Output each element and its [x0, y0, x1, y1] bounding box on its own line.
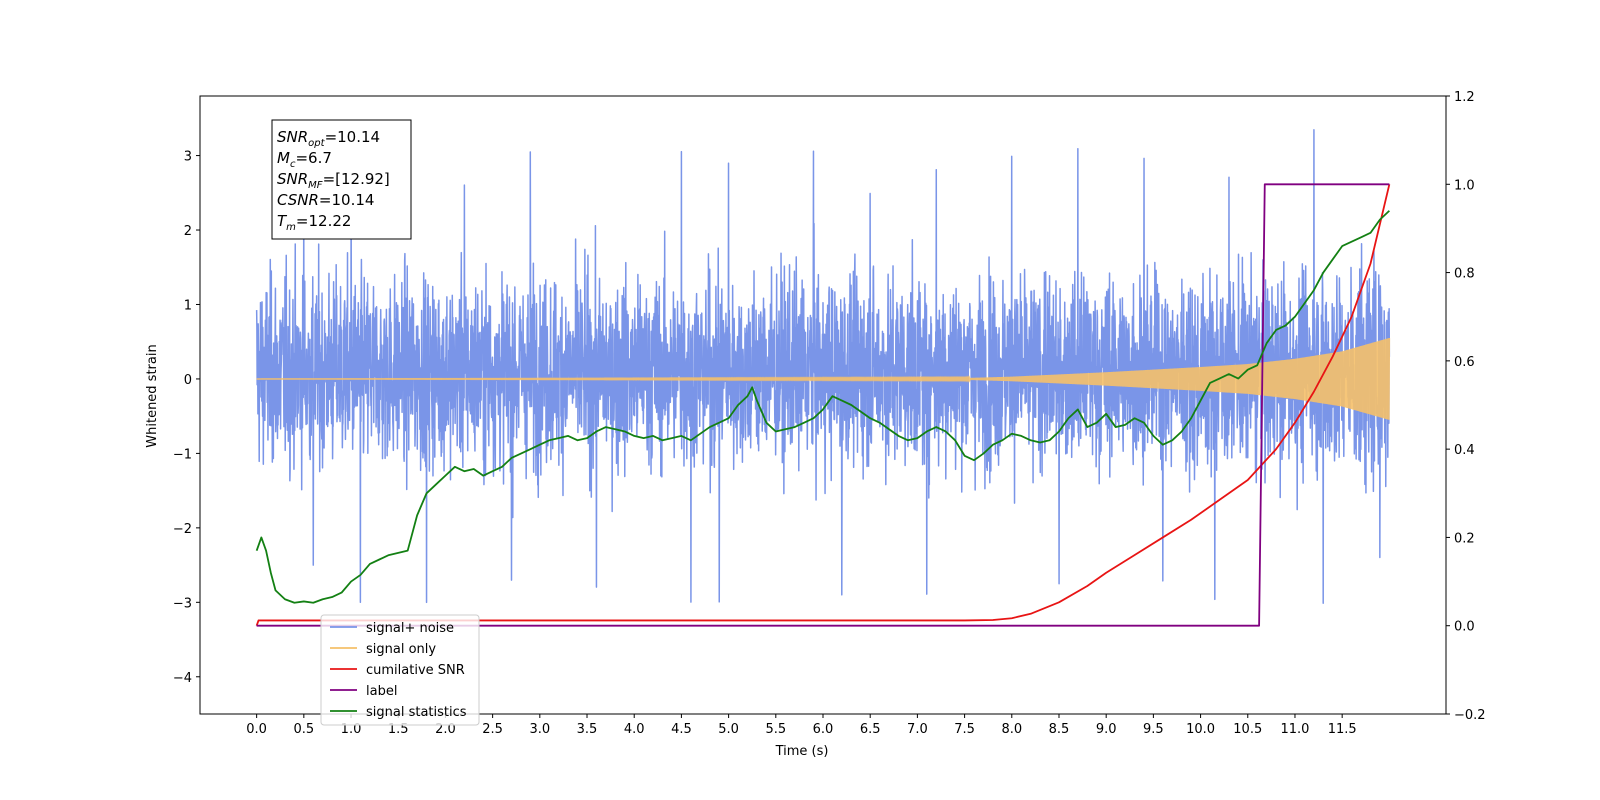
- x-tick-label: 7.0: [907, 722, 928, 737]
- x-tick-label: 0.5: [293, 722, 314, 737]
- data-layer: [255, 128, 1391, 627]
- x-tick-label: 6.5: [860, 722, 881, 737]
- series-signal-only: [256, 337, 1391, 420]
- y-tick-label: 1: [184, 298, 192, 313]
- annotation-subscript: c: [290, 159, 296, 170]
- x-tick-label: 6.0: [813, 722, 834, 737]
- x-tick-label: 4.0: [624, 722, 645, 737]
- y2-tick-label: 1.0: [1454, 178, 1475, 193]
- legend-label: cumilative SNR: [366, 663, 465, 678]
- series-label: [256, 183, 1390, 627]
- annotation-subscript: opt: [308, 138, 325, 149]
- x-tick-label: 9.5: [1143, 722, 1164, 737]
- y-tick-label: −2: [173, 522, 192, 537]
- y2-tick-label: 1.2: [1454, 90, 1475, 105]
- annotation-frame: [271, 119, 412, 240]
- x-axis-label: Time (s): [775, 744, 829, 759]
- y-axis-label: Whitened strain: [145, 344, 160, 447]
- y-tick-label: 2: [184, 224, 192, 239]
- x-tick-label: 10.5: [1233, 722, 1262, 737]
- annotation-box: SNRopt=10.14Mc=6.7SNRMF=[12.92]CSNR=10.1…: [271, 119, 412, 240]
- annotation-symbol: M: [277, 149, 290, 167]
- x-tick-label: 1.5: [388, 722, 409, 737]
- series-cumulative-snr: [255, 184, 1391, 627]
- legend-frame: [320, 614, 480, 726]
- y2-tick-label: −0.2: [1454, 708, 1486, 723]
- y-tick-label: −1: [173, 447, 192, 462]
- y-tick-label: 0: [184, 373, 192, 388]
- x-tick-label: 11.0: [1280, 722, 1309, 737]
- annotation-line: Mc=6.7: [277, 149, 332, 170]
- y2-tick-label: 0.2: [1454, 531, 1475, 546]
- annotation-symbol: SNR: [277, 128, 308, 146]
- x-tick-label: 8.0: [1001, 722, 1022, 737]
- x-tick-label: 3.0: [529, 722, 550, 737]
- annotation-line: CSNR=10.14: [277, 191, 374, 209]
- x-tick-label: 1.0: [341, 722, 362, 737]
- x-tick-label: 3.5: [577, 722, 598, 737]
- legend-label: signal only: [366, 642, 436, 657]
- legend: signal+ noise signal only cumilative SNR la…: [320, 614, 480, 726]
- annotation-value: =10.14: [325, 128, 381, 146]
- annotation-line: SNRMF=[12.92]: [277, 170, 390, 191]
- annotation-value: =12.22: [296, 212, 352, 230]
- x-tick-label: 10.0: [1186, 722, 1215, 737]
- x-tick-label: 5.5: [765, 722, 786, 737]
- legend-label: signal+ noise: [366, 621, 454, 636]
- annotation-subscript: m: [286, 222, 296, 233]
- y-tick-label: −3: [173, 596, 192, 611]
- annotation-symbol: CSNR: [277, 191, 319, 209]
- x-tick-label: 9.0: [1096, 722, 1117, 737]
- annotation-value: =6.7: [295, 149, 331, 167]
- x-tick-label: 11.5: [1328, 722, 1357, 737]
- y2-tick-label: 0.4: [1454, 443, 1475, 458]
- annotation-line: SNRopt=10.14: [277, 128, 380, 149]
- y-tick-label: −4: [173, 671, 192, 686]
- series-signal-statistics: [255, 210, 1390, 604]
- x-tick-label: 7.5: [954, 722, 975, 737]
- annotation-subscript: MF: [308, 180, 323, 191]
- annotation-value: =10.14: [319, 191, 375, 209]
- x-tick-label: 2.5: [482, 722, 503, 737]
- annotation-value: =[12.92]: [323, 170, 390, 188]
- x-tick-label: 2.0: [435, 722, 456, 737]
- x-tick-label: 0.0: [246, 722, 267, 737]
- x-tick-label: 4.5: [671, 722, 692, 737]
- x-tick-label: 8.5: [1049, 722, 1070, 737]
- annotation-line: Tm=12.22: [277, 212, 351, 233]
- legend-label: label: [366, 684, 397, 699]
- y2-tick-label: 0.0: [1454, 620, 1475, 635]
- y2-tick-label: 0.6: [1454, 355, 1475, 370]
- y2-tick-label: 0.8: [1454, 267, 1475, 282]
- legend-label: signal statistics: [366, 705, 467, 720]
- annotation-symbol: T: [277, 212, 288, 230]
- y-tick-label: 3: [184, 150, 192, 165]
- x-tick-label: 5.0: [718, 722, 739, 737]
- annotation-symbol: SNR: [277, 170, 308, 188]
